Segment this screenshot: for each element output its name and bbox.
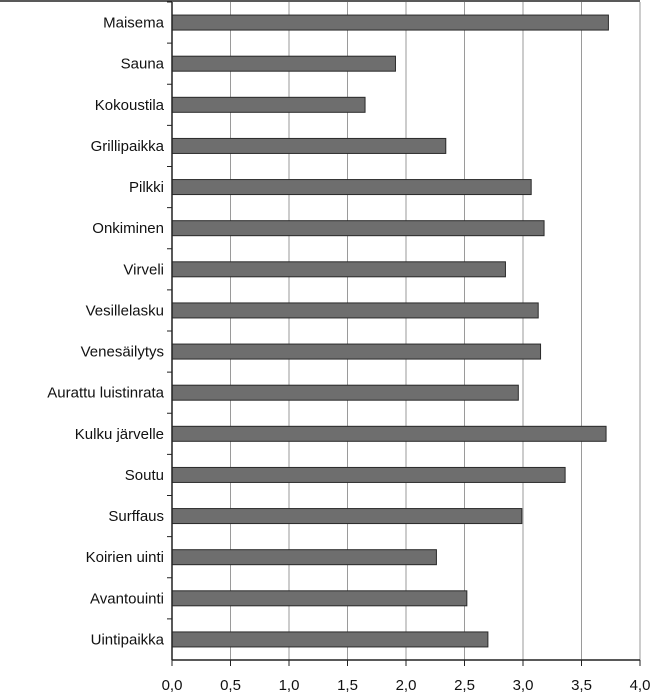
category-label: Aurattu luistinrata [47, 385, 164, 402]
x-tick-label: 0,0 [162, 677, 183, 694]
category-label: Onkiminen [92, 220, 164, 237]
bar [171, 466, 566, 483]
bar [171, 590, 468, 607]
x-tick-label: 2,5 [454, 677, 475, 694]
x-tick-label: 1,5 [337, 677, 358, 694]
category-label: Virveli [123, 261, 164, 278]
bar [171, 55, 396, 72]
category-label: Kokoustila [95, 97, 165, 114]
x-tick-label: 2,0 [396, 677, 417, 694]
category-label: Surffaus [108, 508, 164, 525]
bar [171, 137, 447, 154]
bar [171, 631, 489, 648]
bar [171, 425, 607, 442]
bar [171, 179, 532, 196]
category-label: Grillipaikka [91, 138, 165, 155]
category-label: Uintipaikka [91, 631, 165, 648]
bar [171, 14, 609, 31]
bar [171, 261, 506, 278]
x-tick-label: 1,0 [279, 677, 300, 694]
bar [171, 549, 437, 566]
x-tick-label: 0,5 [220, 677, 241, 694]
x-tick-labels: 0,0 0,5 1,0 1,5 2,0 2,5 3,0 3,5 4,0 [162, 677, 651, 694]
axes [0, 0, 641, 666]
category-label: Maisema [103, 15, 165, 32]
x-tick-label: 3,5 [571, 677, 592, 694]
category-label: Venesäilytys [81, 344, 164, 361]
bar [171, 384, 519, 401]
bars [171, 14, 609, 648]
category-labels: Maisema Sauna Kokoustila Grillipaikka Pilkki… [47, 15, 164, 649]
x-tick-label: 3,0 [513, 677, 534, 694]
category-label: Pilkki [129, 179, 164, 196]
x-tick-label: 4,0 [630, 677, 651, 694]
category-label: Soutu [125, 467, 164, 484]
category-label: Kulku järvelle [75, 426, 164, 443]
bar [171, 343, 542, 360]
bar [171, 220, 545, 237]
category-label: Avantouinti [90, 590, 164, 607]
bar [171, 96, 366, 113]
category-label: Sauna [121, 56, 165, 73]
bar [171, 508, 523, 525]
category-label: Koirien uinti [86, 549, 164, 566]
bar [171, 302, 539, 319]
category-label: Vesillelasku [86, 302, 164, 319]
